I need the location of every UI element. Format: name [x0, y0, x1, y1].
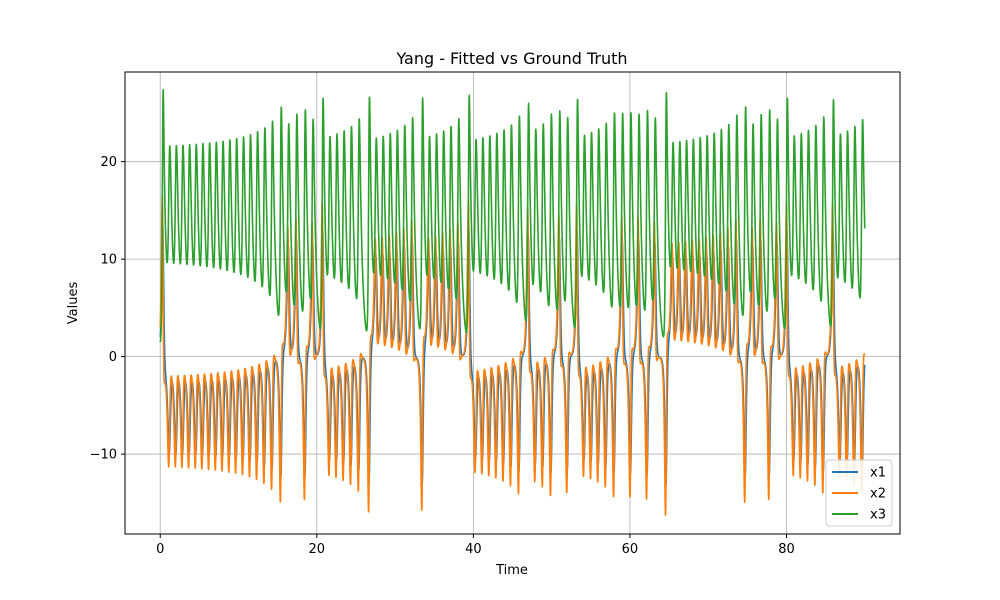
x-tick-label: 60	[622, 542, 639, 557]
legend-label-x2: x2	[870, 487, 886, 502]
series-layer	[159, 88, 866, 516]
x-axis-label: Time	[495, 563, 528, 578]
chart-title: Yang - Fitted vs Ground Truth	[395, 49, 627, 68]
plot-frame	[124, 71, 901, 535]
x-tick-label: 40	[465, 542, 482, 557]
y-tick-label: 20	[100, 155, 117, 170]
legend-label-x1: x1	[870, 466, 886, 481]
legend-box	[825, 459, 893, 527]
y-tick-label: −10	[90, 448, 117, 463]
x-tick-label: 20	[309, 542, 326, 557]
series-line-x3	[159, 88, 866, 343]
legend: x1 x2 x3	[825, 459, 893, 527]
series-line-x2	[159, 194, 866, 516]
y-tick-label: 10	[100, 253, 117, 268]
x-tick-label: 0	[156, 542, 164, 557]
x-tick-label: 80	[778, 542, 795, 557]
y-tick-label: 0	[109, 350, 117, 365]
y-axis-label: Values	[66, 282, 81, 325]
x-axis: 0 20 40 60 80	[156, 534, 795, 557]
y-axis: −10 0 10 20	[90, 155, 125, 463]
legend-label-x3: x3	[870, 508, 886, 523]
